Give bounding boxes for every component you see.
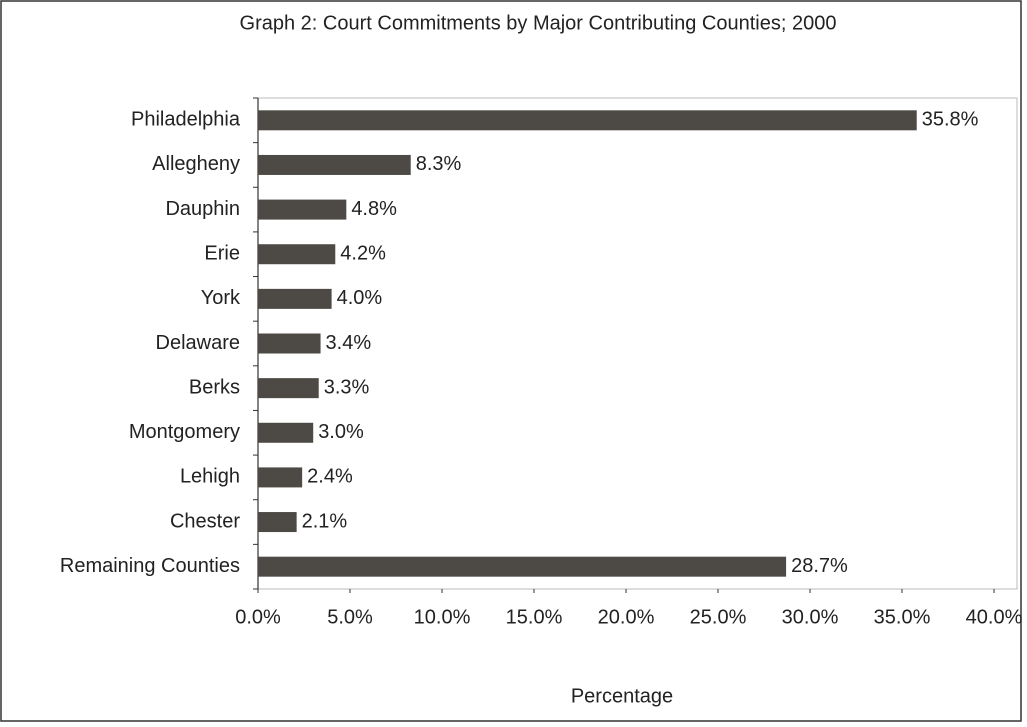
x-tick-label: 35.0%	[874, 606, 931, 628]
bar	[258, 512, 297, 533]
x-tick-label: 10.0%	[414, 606, 471, 628]
bar	[258, 467, 303, 488]
bar	[258, 556, 787, 577]
x-tick-label: 15.0%	[506, 606, 563, 628]
x-tick-label: 0.0%	[235, 606, 281, 628]
bar	[258, 422, 314, 443]
y-tick-label: Berks	[189, 376, 240, 398]
data-label: 3.0%	[318, 421, 364, 443]
y-tick-label: Montgomery	[129, 421, 240, 443]
bar	[258, 378, 319, 399]
y-tick-label: Allegheny	[152, 153, 240, 175]
y-tick-label: Philadelphia	[131, 109, 241, 131]
bar	[258, 244, 336, 265]
y-tick-label: Erie	[204, 243, 240, 265]
data-label: 4.8%	[351, 198, 397, 220]
y-tick-label: York	[201, 287, 241, 309]
x-axis-label: Percentage	[571, 685, 673, 707]
data-label: 2.1%	[302, 510, 348, 532]
data-label: 3.4%	[326, 332, 372, 354]
x-tick-label: 20.0%	[598, 606, 655, 628]
data-label: 2.4%	[307, 466, 353, 488]
bar	[258, 154, 411, 175]
y-tick-label: Remaining Counties	[60, 555, 240, 577]
y-tick-label: Dauphin	[165, 198, 240, 220]
x-tick-label: 25.0%	[690, 606, 747, 628]
bar	[258, 288, 332, 309]
bar	[258, 110, 917, 131]
x-tick-label: 5.0%	[327, 606, 373, 628]
data-label: 3.3%	[324, 376, 370, 398]
y-tick-label: Lehigh	[180, 466, 240, 488]
x-tick-label: 40.0%	[966, 606, 1023, 628]
data-label: 28.7%	[791, 555, 848, 577]
data-label: 4.2%	[340, 243, 386, 265]
y-tick-label: Chester	[170, 510, 240, 532]
bar	[258, 199, 347, 220]
x-tick-label: 30.0%	[782, 606, 839, 628]
data-label: 4.0%	[337, 287, 383, 309]
bar	[258, 333, 321, 354]
chart-title: Graph 2: Court Commitments by Major Cont…	[240, 12, 837, 34]
y-tick-label: Delaware	[156, 332, 240, 354]
data-label: 8.3%	[416, 153, 462, 175]
data-label: 35.8%	[922, 109, 979, 131]
